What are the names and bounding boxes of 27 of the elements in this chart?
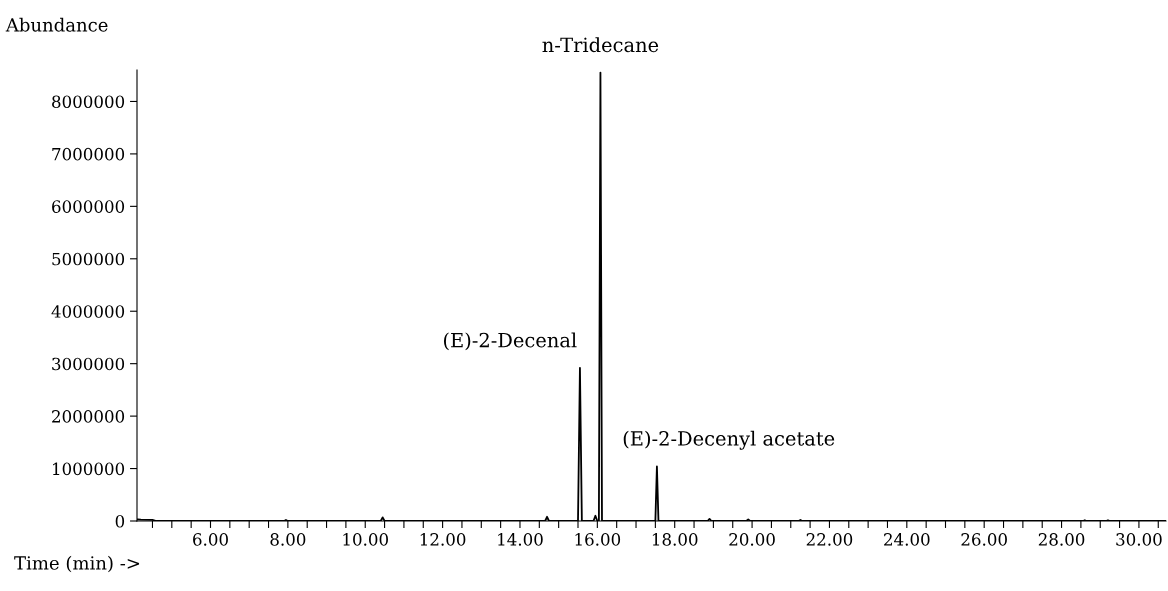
x-tick-label: 10.00 (343, 533, 388, 546)
x-tick-label: 26.00 (961, 533, 1007, 546)
x-axis-title: Time (min) -> (14, 555, 140, 573)
y-tick-label: 1000000 (53, 462, 125, 476)
annotation: (E)-2-Decenal (443, 332, 577, 351)
y-axis-title: Abundance (5, 17, 108, 32)
y-tick-label: 3000000 (52, 357, 125, 371)
annotation: (E)-2-Decenyl acetate (623, 430, 835, 450)
x-tick-label: 6.00 (193, 533, 228, 546)
x-tick-label: 22.00 (806, 533, 853, 546)
x-tick-label: 20.00 (729, 533, 775, 546)
annotation: n-Tridecane (542, 37, 659, 53)
x-tick-label: 24.00 (884, 533, 930, 546)
y-tick-label: 5000000 (52, 252, 125, 266)
y-tick-label: 2000000 (52, 410, 125, 423)
y-tick-label: 6000000 (52, 200, 125, 213)
y-tick-label: 4000000 (51, 305, 125, 318)
x-tick-label: 14.00 (498, 533, 543, 546)
x-tick-label: 16.00 (575, 533, 621, 546)
x-tick-label: 12.00 (420, 533, 466, 546)
x-tick-label: 8.00 (270, 533, 306, 546)
y-tick-label: 8000000 (52, 95, 125, 109)
x-tick-label: 30.00 (1116, 533, 1162, 546)
x-tick-label: 28.00 (1038, 533, 1085, 546)
y-tick-label: 0 (115, 514, 125, 528)
x-tick-label: 18.00 (652, 533, 698, 546)
y-tick-label: 7000000 (52, 147, 125, 161)
